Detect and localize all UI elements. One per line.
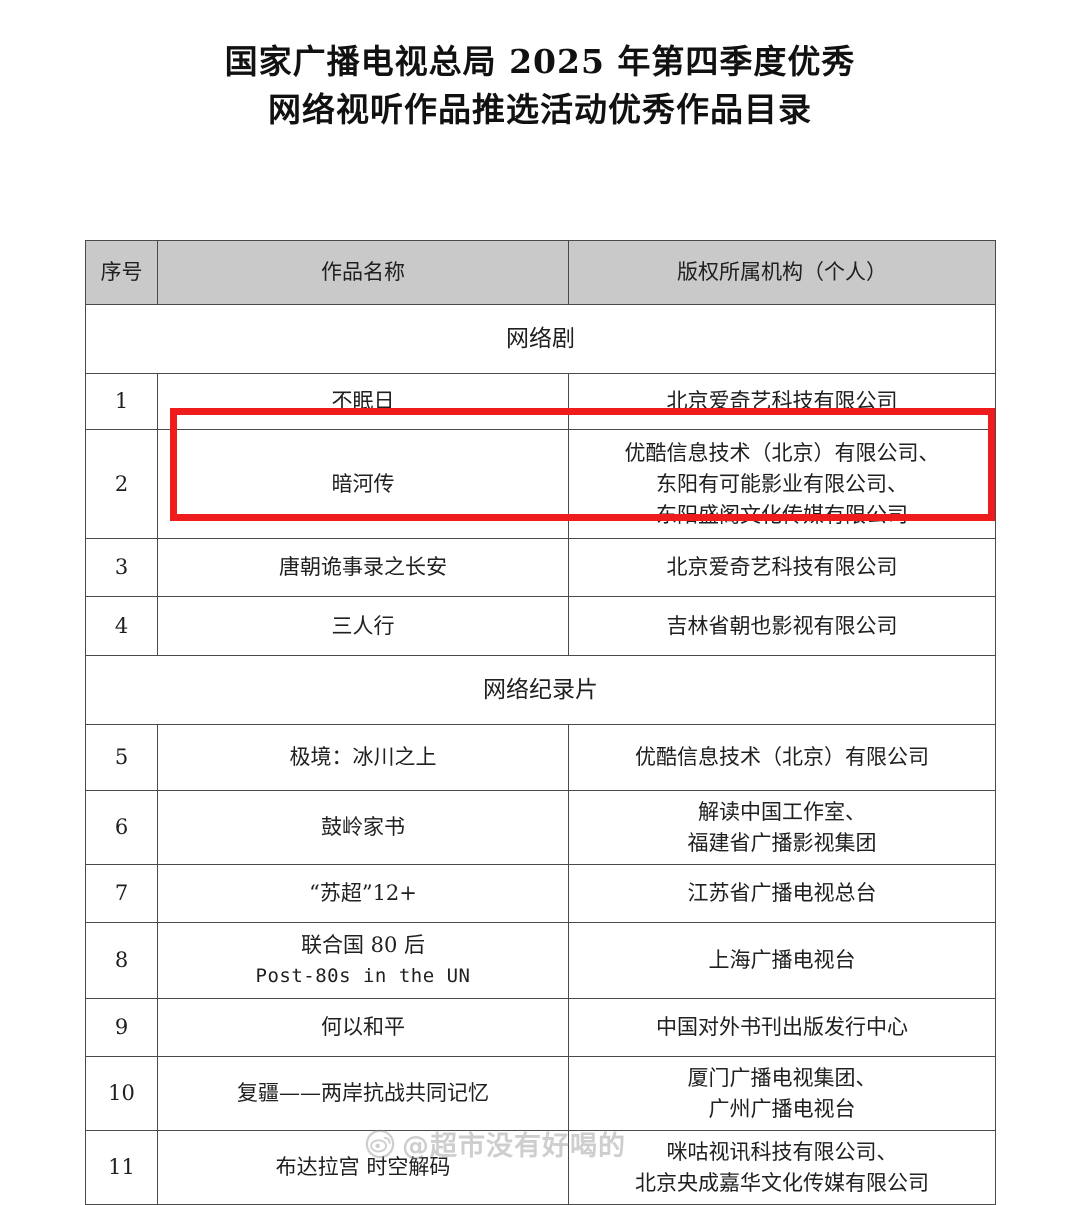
cell-index: 8 xyxy=(85,922,158,999)
org-line: 广州广播电视台 xyxy=(708,1096,856,1121)
title-main: 联合国 80 后 xyxy=(300,932,426,957)
catalog-table-container: 序号 作品名称 版权所属机构（个人） 网络剧 1 不眠日 北京爱奇艺科技有限公司… xyxy=(85,240,996,1205)
cell-index: 4 xyxy=(85,596,158,656)
page-title-line-2: 网络视听作品推选活动优秀作品目录 xyxy=(268,90,812,129)
cell-org: 优酷信息技术（北京）有限公司、 东阳有可能影业有限公司、 东阳盛阁文化传媒有限公… xyxy=(568,429,996,539)
org-line: 北京爱奇艺科技有限公司 xyxy=(666,555,898,579)
cell-org: 优酷信息技术（北京）有限公司 xyxy=(568,724,996,791)
table-row-highlighted[interactable]: 2 暗河传 优酷信息技术（北京）有限公司、 东阳有可能影业有限公司、 东阳盛阁文… xyxy=(85,429,996,539)
title-subtitle-english: Post-80s in the UN xyxy=(255,964,471,987)
section-label-web-drama: 网络剧 xyxy=(85,304,996,374)
cell-org: 中国对外书刊出版发行中心 xyxy=(568,998,996,1057)
cell-org: 吉林省朝也影视有限公司 xyxy=(568,596,996,656)
cell-index: 2 xyxy=(85,429,158,539)
column-header-org: 版权所属机构（个人） xyxy=(568,240,996,305)
org-line: 咪咕视讯科技有限公司、 xyxy=(666,1139,898,1164)
org-line: 福建省广播影视集团 xyxy=(687,830,877,855)
table-row[interactable]: 4 三人行 吉林省朝也影视有限公司 xyxy=(85,596,996,656)
table-head: 序号 作品名称 版权所属机构（个人） xyxy=(85,240,996,305)
table-header-row: 序号 作品名称 版权所属机构（个人） xyxy=(85,240,996,305)
org-line: 优酷信息技术（北京）有限公司 xyxy=(635,745,929,769)
org-line: 吉林省朝也影视有限公司 xyxy=(666,613,898,638)
cell-title: 唐朝诡事录之长安 xyxy=(157,538,569,597)
table-row[interactable]: 6 鼓岭家书 解读中国工作室、 福建省广播影视集团 xyxy=(85,790,996,865)
cell-org: 解读中国工作室、 福建省广播影视集团 xyxy=(568,790,996,865)
cell-index: 6 xyxy=(85,790,158,865)
org-line: 江苏省广播电视总台 xyxy=(687,881,877,905)
table-row[interactable]: 3 唐朝诡事录之长安 北京爱奇艺科技有限公司 xyxy=(85,538,996,597)
cell-index: 1 xyxy=(85,373,158,430)
cell-title: 复疆——两岸抗战共同记忆 xyxy=(157,1056,569,1131)
table-row[interactable]: 7 “苏超”12+ 江苏省广播电视总台 xyxy=(85,864,996,923)
table-row[interactable]: 5 极境：冰川之上 优酷信息技术（北京）有限公司 xyxy=(85,724,996,791)
cell-title: 鼓岭家书 xyxy=(157,790,569,865)
table-row[interactable]: 9 何以和平 中国对外书刊出版发行中心 xyxy=(85,998,996,1057)
cell-org: 北京爱奇艺科技有限公司 xyxy=(568,538,996,597)
table-body: 网络剧 1 不眠日 北京爱奇艺科技有限公司 2 暗河传 优酷信息技术（北京）有限… xyxy=(85,304,996,1205)
cell-index: 5 xyxy=(85,724,158,791)
cell-title: “苏超”12+ xyxy=(157,864,569,923)
org-line: 优酷信息技术（北京）有限公司、 xyxy=(624,440,940,465)
column-header-name: 作品名称 xyxy=(157,240,569,305)
org-line: 东阳有可能影业有限公司、 xyxy=(656,471,908,496)
cell-title: 联合国 80 后 Post-80s in the UN xyxy=(157,922,569,999)
cell-index: 3 xyxy=(85,538,158,597)
section-label-web-documentary: 网络纪录片 xyxy=(85,655,996,725)
cell-title: 暗河传 xyxy=(157,429,569,539)
section-header-row: 网络纪录片 xyxy=(85,655,996,725)
table-row[interactable]: 8 联合国 80 后 Post-80s in the UN 上海广播电视台 xyxy=(85,922,996,999)
cell-org: 北京爱奇艺科技有限公司 xyxy=(568,373,996,430)
table-row[interactable]: 10 复疆——两岸抗战共同记忆 厦门广播电视集团、 广州广播电视台 xyxy=(85,1056,996,1131)
cell-index: 10 xyxy=(85,1056,158,1131)
cell-index: 9 xyxy=(85,998,158,1057)
catalog-table: 序号 作品名称 版权所属机构（个人） 网络剧 1 不眠日 北京爱奇艺科技有限公司… xyxy=(85,240,996,1205)
cell-index: 7 xyxy=(85,864,158,923)
org-line: 厦门广播电视集团、 xyxy=(687,1065,877,1090)
org-line: 北京央成嘉华文化传媒有限公司 xyxy=(635,1170,929,1195)
cell-title: 何以和平 xyxy=(157,998,569,1057)
cell-org: 江苏省广播电视总台 xyxy=(568,864,996,923)
org-line: 中国对外书刊出版发行中心 xyxy=(656,1015,908,1039)
org-line: 上海广播电视台 xyxy=(708,948,856,972)
cell-title: 极境：冰川之上 xyxy=(157,724,569,791)
cell-org: 上海广播电视台 xyxy=(568,922,996,999)
page-title-line-1: 国家广播电视总局 2025 年第四季度优秀 xyxy=(224,42,856,81)
cell-title: 不眠日 xyxy=(157,373,569,430)
org-line: 解读中国工作室、 xyxy=(698,799,866,824)
org-line: 北京爱奇艺科技有限公司 xyxy=(666,389,898,413)
cell-title: 三人行 xyxy=(157,596,569,656)
column-header-index: 序号 xyxy=(85,240,158,305)
table-row[interactable]: 1 不眠日 北京爱奇艺科技有限公司 xyxy=(85,373,996,430)
org-line: 东阳盛阁文化传媒有限公司 xyxy=(656,502,908,527)
page-title: 国家广播电视总局 2025 年第四季度优秀 网络视听作品推选活动优秀作品目录 xyxy=(160,0,920,134)
cell-org: 厦门广播电视集团、 广州广播电视台 xyxy=(568,1056,996,1131)
section-header-row: 网络剧 xyxy=(85,304,996,374)
